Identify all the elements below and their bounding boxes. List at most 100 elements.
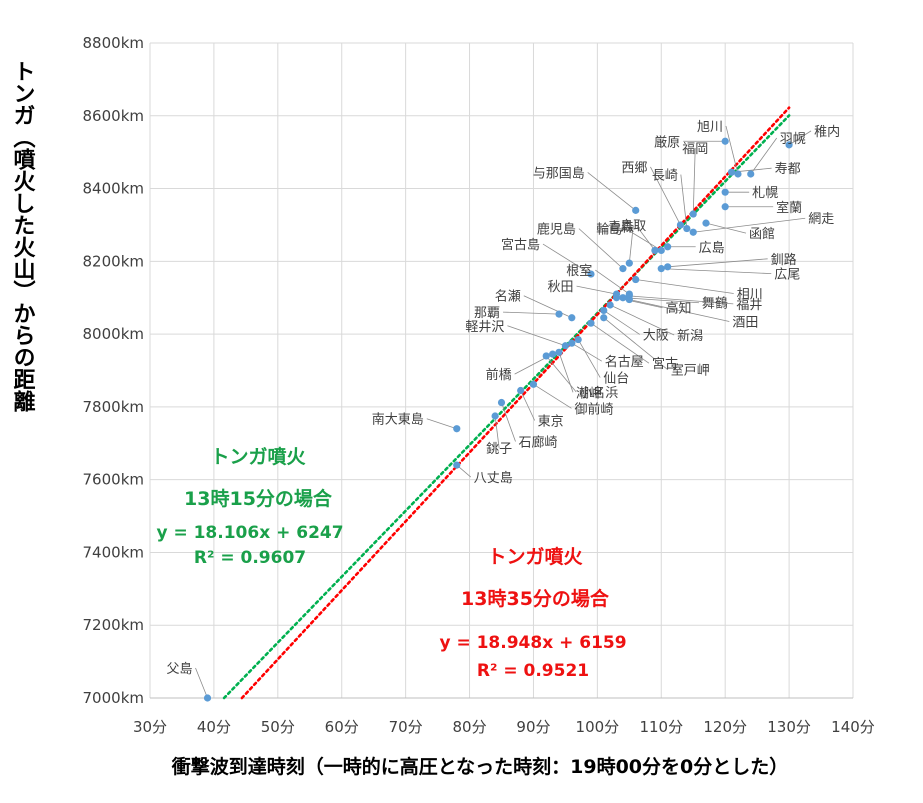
x-tick-label: 50分 bbox=[261, 718, 295, 736]
data-point-26 bbox=[587, 270, 595, 278]
y-tick-label: 8600km bbox=[83, 107, 144, 125]
point-label: 大阪 bbox=[643, 328, 669, 343]
y-tick-label: 8200km bbox=[83, 252, 144, 270]
label-leader bbox=[788, 130, 812, 146]
data-point-32 bbox=[651, 246, 659, 255]
data-point-1 bbox=[453, 461, 461, 469]
data-points bbox=[203, 137, 793, 702]
y-tick-label: 7000km bbox=[83, 689, 144, 707]
point-label: 秋田 bbox=[548, 280, 574, 295]
label-leader bbox=[558, 352, 574, 393]
x-tick-label: 60分 bbox=[325, 718, 359, 736]
point-label: 鹿児島 bbox=[537, 222, 576, 238]
point-label: 札幌 bbox=[752, 185, 778, 201]
x-tick-label: 140分 bbox=[831, 718, 875, 736]
data-point-34 bbox=[664, 243, 672, 251]
point-label: 厳原 bbox=[654, 135, 680, 150]
label-leader bbox=[750, 137, 778, 175]
annotation-green-title: トンガ噴火 bbox=[210, 446, 306, 468]
label-leader bbox=[635, 279, 734, 294]
point-label: 網走 bbox=[808, 212, 834, 227]
annotation-red: トンガ噴火 13時35分の場合 y = 18.948x + 6159 R² = … bbox=[439, 546, 626, 681]
data-point-20 bbox=[612, 290, 621, 298]
data-point-3 bbox=[491, 412, 499, 420]
label-leader bbox=[629, 295, 734, 305]
point-label: 石廊崎 bbox=[519, 435, 558, 451]
data-point-28 bbox=[625, 259, 633, 267]
annotation-red-title: トンガ噴火 bbox=[487, 546, 583, 568]
label-leader bbox=[507, 325, 566, 347]
point-label: 相川 bbox=[737, 288, 763, 303]
data-point-25 bbox=[632, 275, 640, 284]
point-label: 福井 bbox=[736, 298, 762, 313]
point-label: 広島 bbox=[699, 241, 725, 256]
label-leader bbox=[693, 217, 806, 233]
trendline bbox=[240, 106, 791, 700]
point-label: 宮古 bbox=[652, 356, 678, 372]
x-tick-label: 80分 bbox=[452, 718, 486, 736]
data-point-37 bbox=[689, 210, 697, 218]
annotation-green-subtitle: 13時15分の場合 bbox=[184, 487, 333, 510]
y-axis-title: トンガ（噴火した火山）からの距離 bbox=[10, 60, 36, 413]
point-label: 仙台 bbox=[603, 372, 629, 387]
point-label: 南大東島 bbox=[372, 412, 424, 428]
label-leader bbox=[545, 355, 577, 393]
data-point-15 bbox=[587, 319, 595, 327]
y-tick-label: 8800km bbox=[83, 34, 144, 52]
annotation-green-r2: R² = 0.9607 bbox=[194, 548, 306, 568]
x-tick-label: 40分 bbox=[197, 718, 231, 736]
label-leaders bbox=[195, 125, 812, 699]
data-point-45 bbox=[734, 170, 742, 178]
annotation-green-equation: y = 18.106x + 6247 bbox=[156, 523, 343, 543]
label-leader bbox=[590, 322, 650, 364]
point-label: 前橋 bbox=[486, 367, 512, 383]
point-label: 舞鶴 bbox=[702, 296, 728, 312]
point-label: 稚内 bbox=[814, 124, 840, 140]
y-tick-label: 8400km bbox=[83, 180, 144, 198]
x-tick-label: 110分 bbox=[639, 718, 683, 736]
label-leader bbox=[577, 339, 601, 378]
data-point-41 bbox=[721, 188, 729, 196]
point-label: 名瀬 bbox=[495, 289, 521, 305]
label-leader bbox=[533, 383, 572, 409]
y-tick-label: 7800km bbox=[83, 398, 144, 416]
point-label: 根室 bbox=[566, 263, 592, 279]
label-leader bbox=[494, 415, 500, 449]
annotation-green: トンガ噴火 13時15分の場合 y = 18.106x + 6247 R² = … bbox=[156, 446, 343, 568]
data-point-4 bbox=[497, 398, 506, 407]
point-label: 名古屋 bbox=[605, 354, 644, 370]
label-leader bbox=[692, 148, 696, 215]
label-leader bbox=[629, 299, 730, 322]
point-label: 羽幌 bbox=[780, 131, 806, 147]
data-point-31 bbox=[632, 206, 640, 214]
label-leader bbox=[542, 243, 592, 275]
data-point-35 bbox=[676, 221, 685, 229]
label-leader bbox=[595, 269, 630, 295]
x-tick-label: 90分 bbox=[516, 718, 550, 736]
label-leader bbox=[705, 222, 747, 234]
point-label: 広尾 bbox=[774, 268, 800, 283]
trendline bbox=[222, 114, 791, 700]
label-leader bbox=[636, 226, 656, 251]
point-label: 輪島 bbox=[596, 221, 622, 237]
point-label: 東京 bbox=[538, 414, 564, 430]
data-point-8 bbox=[549, 350, 557, 358]
label-leader bbox=[680, 174, 688, 229]
label-leader bbox=[523, 295, 572, 319]
y-tick-label: 7600km bbox=[83, 471, 144, 489]
label-leader bbox=[667, 258, 768, 268]
label-leader bbox=[501, 402, 516, 442]
point-label: 旭川 bbox=[697, 120, 723, 135]
point-label: 高知 bbox=[666, 301, 692, 317]
point-label: 軽井沢 bbox=[465, 320, 504, 335]
point-label: 宮古島 bbox=[501, 237, 540, 253]
label-leader bbox=[503, 311, 560, 315]
point-label: 西郷 bbox=[621, 161, 647, 176]
data-point-11 bbox=[568, 339, 576, 347]
label-leader bbox=[576, 285, 617, 295]
annotation-red-subtitle: 13時35分の場合 bbox=[461, 587, 610, 610]
point-label: 銚子 bbox=[486, 442, 512, 457]
y-tick-label: 7200km bbox=[83, 616, 144, 634]
data-point-5 bbox=[517, 386, 525, 395]
